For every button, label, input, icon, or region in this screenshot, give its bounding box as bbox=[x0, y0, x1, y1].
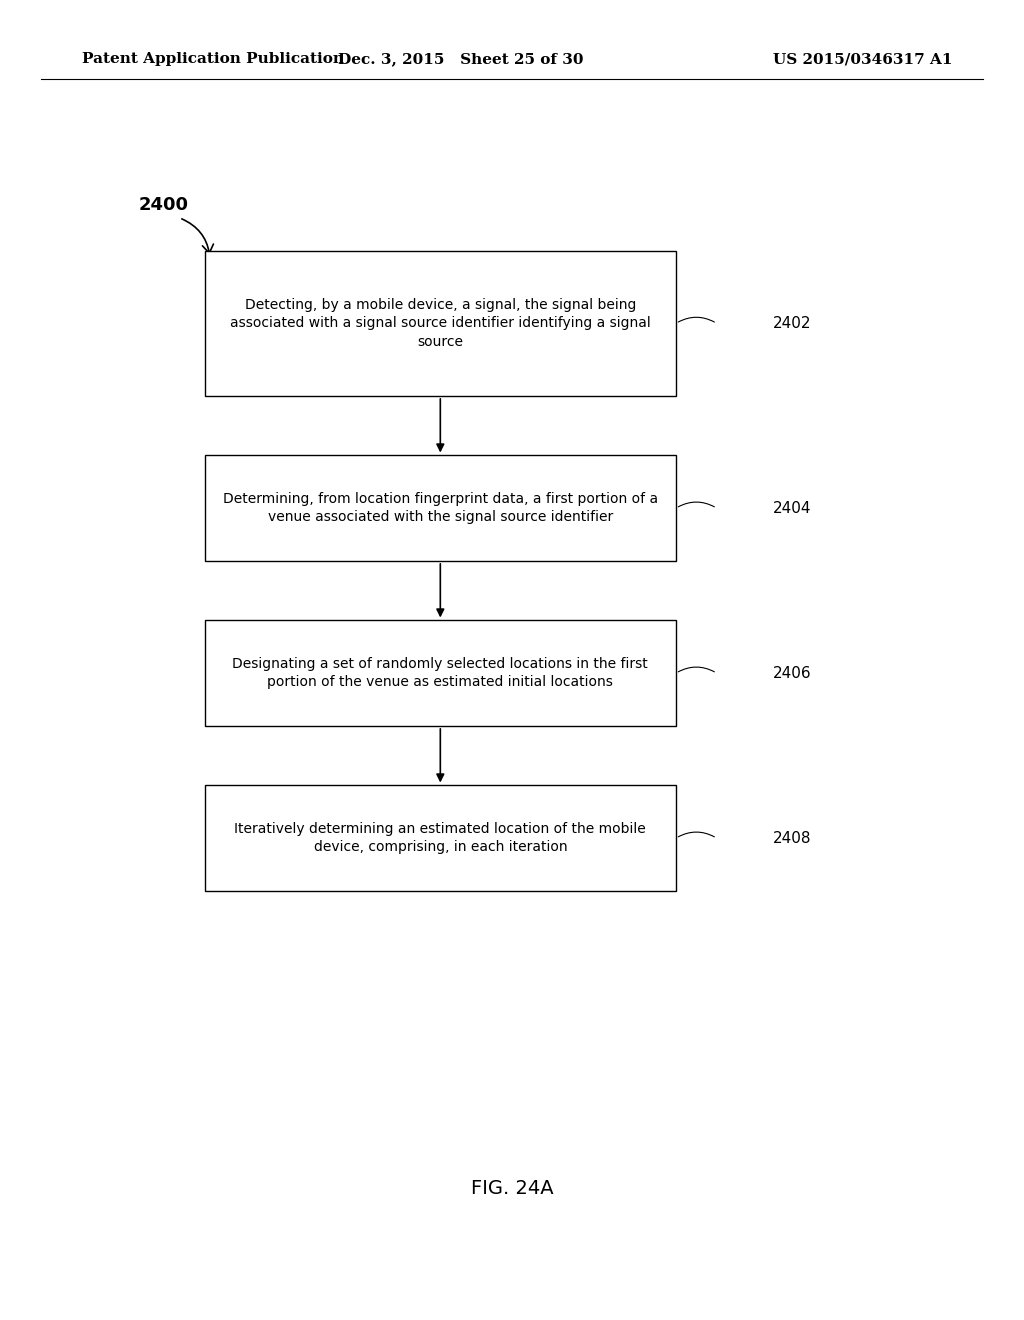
FancyArrowPatch shape bbox=[182, 219, 213, 253]
Text: 2402: 2402 bbox=[773, 315, 812, 331]
Text: US 2015/0346317 A1: US 2015/0346317 A1 bbox=[773, 53, 952, 66]
Text: 2406: 2406 bbox=[773, 665, 812, 681]
FancyBboxPatch shape bbox=[205, 455, 676, 561]
Text: Patent Application Publication: Patent Application Publication bbox=[82, 53, 344, 66]
Text: Detecting, by a mobile device, a signal, the signal being
associated with a sign: Detecting, by a mobile device, a signal,… bbox=[230, 298, 650, 348]
FancyBboxPatch shape bbox=[205, 620, 676, 726]
Text: 2404: 2404 bbox=[773, 500, 812, 516]
Text: Dec. 3, 2015   Sheet 25 of 30: Dec. 3, 2015 Sheet 25 of 30 bbox=[338, 53, 584, 66]
Text: FIG. 24A: FIG. 24A bbox=[471, 1179, 553, 1197]
Text: Determining, from location fingerprint data, a first portion of a
venue associat: Determining, from location fingerprint d… bbox=[223, 492, 657, 524]
Text: Iteratively determining an estimated location of the mobile
device, comprising, : Iteratively determining an estimated loc… bbox=[234, 822, 646, 854]
Text: Designating a set of randomly selected locations in the first
portion of the ven: Designating a set of randomly selected l… bbox=[232, 657, 648, 689]
Text: 2400: 2400 bbox=[138, 195, 188, 214]
FancyBboxPatch shape bbox=[205, 251, 676, 396]
FancyBboxPatch shape bbox=[205, 785, 676, 891]
Text: 2408: 2408 bbox=[773, 830, 812, 846]
